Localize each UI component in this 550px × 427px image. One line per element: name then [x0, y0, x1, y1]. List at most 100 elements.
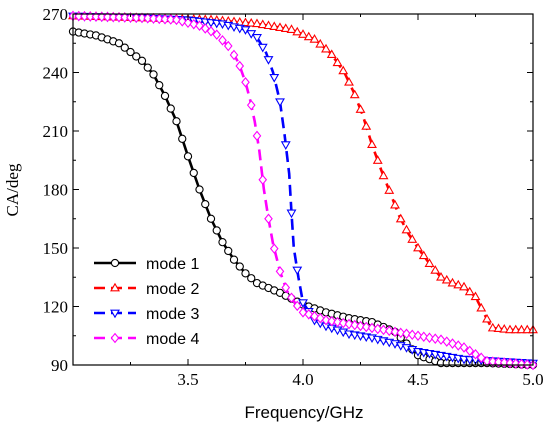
- data-point: [189, 18, 199, 30]
- data-point: [229, 49, 239, 61]
- data-point: [275, 98, 285, 108]
- data-point: [126, 12, 135, 23]
- data-point: [350, 319, 360, 331]
- data-point: [298, 29, 308, 38]
- data-point: [183, 17, 193, 29]
- data-point: [287, 292, 296, 303]
- x-tick-label: 4.5: [407, 370, 428, 389]
- data-point: [309, 34, 320, 43]
- data-point: [246, 99, 256, 111]
- data-point: [402, 328, 411, 340]
- data-point: [413, 242, 423, 252]
- data-point: [459, 281, 469, 291]
- data-point: [413, 330, 423, 342]
- data-point: [166, 14, 176, 25]
- data-point: [493, 323, 504, 333]
- data-point: [522, 324, 533, 334]
- data-point: [212, 226, 221, 235]
- data-point: [332, 57, 343, 67]
- data-point: [212, 29, 222, 40]
- legend-item: mode 2: [94, 281, 199, 298]
- data-point: [206, 214, 216, 223]
- data-point: [390, 199, 400, 209]
- y-tick-label: 180: [43, 181, 69, 200]
- data-point: [292, 266, 303, 276]
- data-point: [178, 134, 187, 143]
- series-layer: [68, 10, 538, 371]
- data-point: [510, 324, 521, 334]
- data-point: [229, 255, 239, 264]
- data-point: [120, 12, 130, 23]
- data-point: [430, 333, 440, 344]
- data-point: [74, 10, 84, 22]
- data-point: [235, 60, 245, 72]
- x-axis-title: Frequency/GHz: [244, 403, 363, 422]
- legend-label: mode 4: [146, 331, 199, 348]
- data-point: [269, 74, 280, 83]
- data-point: [447, 277, 458, 287]
- data-point: [149, 70, 158, 79]
- data-point: [361, 121, 372, 130]
- data-point: [395, 213, 406, 223]
- axis-ticks: 3.5 4.0 4.5 5.0 90 120 150 180 210 240 270: [43, 5, 544, 389]
- data-point: [200, 23, 210, 34]
- data-point: [430, 265, 441, 274]
- legend-item: mode 3: [94, 306, 199, 323]
- y-tick-label: 240: [43, 64, 69, 83]
- data-point: [372, 155, 383, 164]
- data-point: [241, 76, 250, 88]
- data-point: [195, 20, 204, 31]
- data-point: [315, 38, 326, 48]
- data-point: [218, 35, 227, 46]
- y-tick-label: 150: [43, 239, 69, 258]
- data-point: [327, 315, 337, 327]
- legend-marker: [110, 332, 120, 344]
- data-point: [488, 356, 498, 367]
- data-point: [189, 168, 198, 178]
- data-point: [459, 342, 469, 353]
- legend-item: mode 1: [94, 256, 199, 273]
- data-point: [344, 76, 354, 86]
- data-point: [373, 323, 383, 335]
- data-point: [482, 313, 492, 323]
- data-point: [263, 56, 274, 65]
- data-point: [97, 11, 107, 23]
- data-point: [321, 314, 331, 326]
- data-point: [195, 185, 204, 194]
- data-point: [137, 12, 147, 24]
- data-point: [166, 104, 175, 113]
- data-point: [114, 11, 124, 23]
- data-point: [172, 14, 181, 26]
- data-point: [275, 266, 285, 277]
- y-tick-label: 210: [43, 122, 69, 141]
- y-tick-label: 120: [43, 298, 69, 317]
- data-point: [436, 271, 446, 281]
- data-point: [103, 11, 112, 23]
- data-point: [361, 321, 371, 333]
- data-point: [516, 324, 527, 334]
- y-tick-label: 90: [51, 356, 68, 375]
- data-point: [252, 18, 262, 28]
- x-tick-label: 5.0: [522, 370, 543, 389]
- data-point: [240, 17, 251, 27]
- data-point: [269, 21, 280, 31]
- data-point: [326, 49, 337, 58]
- y-tick-label: 270: [43, 5, 69, 24]
- legend-marker: [110, 309, 120, 319]
- data-point: [367, 139, 377, 148]
- data-point: [407, 234, 418, 243]
- data-point: [177, 16, 187, 27]
- data-point: [333, 316, 342, 328]
- data-point: [131, 12, 141, 24]
- data-point: [137, 56, 147, 65]
- data-point: [223, 40, 233, 52]
- data-point: [292, 26, 303, 36]
- data-point: [269, 243, 279, 254]
- data-point: [280, 141, 291, 150]
- data-point: [396, 327, 406, 339]
- data-point: [143, 63, 152, 72]
- legend-label: mode 2: [146, 281, 199, 298]
- data-point: [252, 130, 262, 142]
- data-point: [321, 43, 331, 53]
